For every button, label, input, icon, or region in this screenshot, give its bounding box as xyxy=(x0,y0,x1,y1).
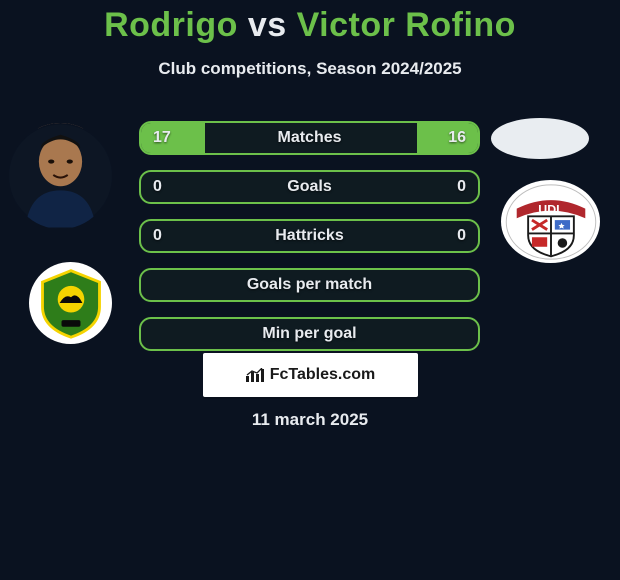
title-player2: Victor Rofino xyxy=(297,6,516,44)
date-text: 11 march 2025 xyxy=(0,410,620,430)
player2-avatar-placeholder xyxy=(491,118,589,159)
title-player1: Rodrigo xyxy=(104,6,238,44)
page-title: Rodrigo vs Victor Rofino xyxy=(0,0,620,45)
stat-label: Hattricks xyxy=(141,221,478,251)
stat-label: Goals per match xyxy=(141,270,478,300)
player1-silhouette-icon xyxy=(9,123,112,229)
player1-club-crest xyxy=(29,262,112,344)
player1-avatar xyxy=(9,123,112,229)
club1-shield-icon xyxy=(33,265,109,341)
attribution-box: FcTables.com xyxy=(203,353,418,397)
stat-row-matches: 17 Matches 16 xyxy=(139,121,480,155)
bar-chart-icon xyxy=(246,368,264,382)
stat-label: Goals xyxy=(141,172,478,202)
stat-row-goals-per-match: Goals per match xyxy=(139,268,480,302)
stat-row-hattricks: 0 Hattricks 0 xyxy=(139,219,480,253)
title-vs: vs xyxy=(248,6,287,44)
stat-right-value: 0 xyxy=(457,221,466,251)
club2-shield-icon: UDL xyxy=(503,182,599,262)
stat-rows: 17 Matches 16 0 Goals 0 0 Hattricks 0 Go… xyxy=(139,121,480,366)
stat-label: Matches xyxy=(141,123,478,153)
subtitle: Club competitions, Season 2024/2025 xyxy=(0,59,620,79)
stat-row-min-per-goal: Min per goal xyxy=(139,317,480,351)
stat-label: Min per goal xyxy=(141,319,478,349)
player2-club-crest: UDL xyxy=(501,180,600,263)
stat-right-value: 0 xyxy=(457,172,466,202)
attribution-text: FcTables.com xyxy=(270,366,376,384)
stat-row-goals: 0 Goals 0 xyxy=(139,170,480,204)
svg-text:UDL: UDL xyxy=(538,202,564,216)
stat-right-value: 16 xyxy=(448,123,466,153)
